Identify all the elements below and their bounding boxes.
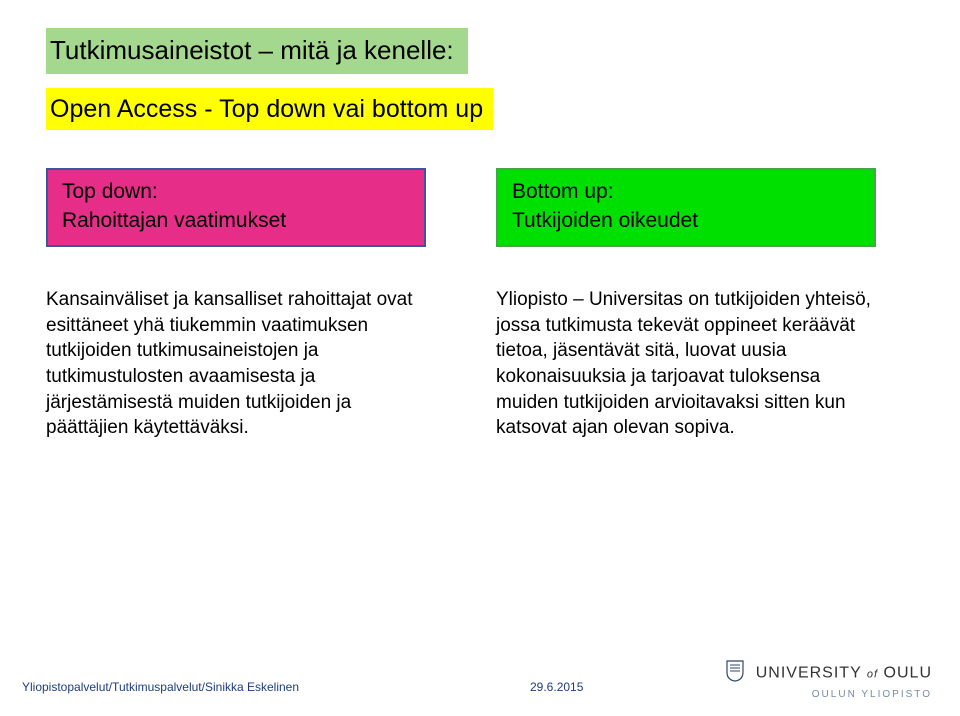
university-logo: UNIVERSITY of OULU OULUN YLIOPISTO (726, 660, 932, 700)
slide-subtitle: Open Access - Top down vai bottom up (46, 88, 493, 131)
title-row: Tutkimusaineistot – mitä ja kenelle: (46, 28, 914, 74)
footer-date: 29.6.2015 (530, 680, 583, 694)
paragraph-left: Kansainväliset ja kansalliset rahoittaja… (46, 287, 426, 441)
subtitle-row: Open Access - Top down vai bottom up (46, 74, 914, 131)
box-bottom-up-line1: Bottom up: (512, 178, 860, 206)
box-top-down-line1: Top down: (62, 178, 410, 206)
boxes-row: Top down: Rahoittajan vaatimukset Bottom… (46, 168, 914, 247)
logo-main-post: OULU (884, 665, 932, 682)
footer-left: Yliopistopalvelut/Tutkimuspalvelut/Sinik… (22, 680, 299, 694)
logo-main-pre: UNIVERSITY (756, 665, 862, 682)
box-bottom-up-line2: Tutkijoiden oikeudet (512, 207, 860, 235)
logo-main: UNIVERSITY of OULU (726, 660, 932, 687)
logo-sub: OULUN YLIOPISTO (726, 689, 932, 700)
box-top-down-line2: Rahoittajan vaatimukset (62, 207, 410, 235)
shield-icon (726, 660, 744, 687)
logo-main-of: of (867, 669, 878, 681)
paragraphs-row: Kansainväliset ja kansalliset rahoittaja… (46, 287, 914, 441)
box-bottom-up: Bottom up: Tutkijoiden oikeudet (496, 168, 876, 247)
slide: Tutkimusaineistot – mitä ja kenelle: Ope… (0, 0, 960, 716)
paragraph-right: Yliopisto – Universitas on tutkijoiden y… (496, 287, 876, 441)
box-top-down: Top down: Rahoittajan vaatimukset (46, 168, 426, 247)
slide-title: Tutkimusaineistot – mitä ja kenelle: (46, 28, 468, 74)
